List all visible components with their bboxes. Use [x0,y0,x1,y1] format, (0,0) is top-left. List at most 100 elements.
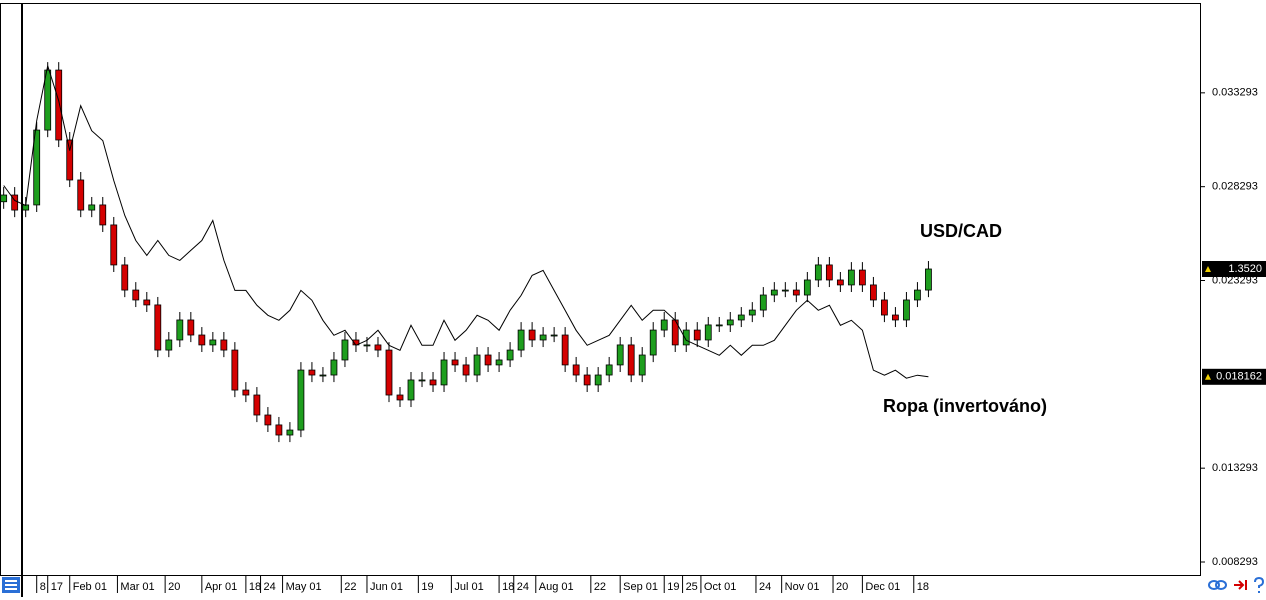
candle-body [925,268,932,291]
price-marker-label: 0.018162 [1216,371,1262,383]
x-tick-label: Jun 01 [370,581,403,593]
candle-body [407,379,415,401]
candle-body [737,314,745,321]
candle-body [726,319,734,326]
candle-body [704,324,712,341]
candle-body [627,344,635,376]
candle-body [88,204,96,211]
candle-body [781,289,789,292]
candle-body [330,359,338,376]
candle-body [77,179,85,211]
y-tick-label: 0.023293 [1212,274,1258,286]
icon-line [5,580,17,582]
candle-body [198,334,206,346]
icon-line [5,584,17,586]
candle-body [176,319,184,341]
candle-body [11,194,19,211]
x-tick-label: Sep 01 [623,581,658,593]
candle-body [462,364,470,376]
x-tick-label: May 01 [286,581,322,593]
x-tick-label: 22 [594,581,606,593]
candle-body [759,294,767,311]
candle-body [903,299,910,321]
candle-body [220,339,228,351]
candle-body [363,344,371,347]
candle-body [914,289,921,301]
candle-body [187,319,195,336]
help-icon[interactable] [1254,576,1265,593]
candle-body [748,309,756,316]
candle-body [253,394,261,416]
x-tick-label: Nov 01 [785,581,820,593]
scroll-icon[interactable] [1234,580,1247,590]
candle-body [33,129,41,206]
y-tick-label: 0.008293 [1212,556,1258,568]
candle-body [99,204,107,226]
x-tick-label: 19 [421,581,433,593]
x-tick-label: 20 [836,581,848,593]
candle-body [495,359,503,366]
candle-body [715,324,723,327]
candle-body [319,374,327,377]
candle-body [451,359,459,366]
x-tick-label: 24 [264,581,276,593]
candle-body [616,344,624,366]
price-marker-arrow [1205,373,1211,380]
candle-body [660,319,668,331]
x-tick-label: Jul 01 [454,581,483,593]
candle-body [506,349,514,361]
candle-body [792,289,800,296]
candle-body [847,269,855,286]
candle-body [418,379,426,382]
candle-body [561,334,569,366]
candle-body [44,69,52,131]
candle-body [473,354,481,376]
x-tick-label: 24 [517,581,529,593]
toolbar-icons[interactable] [1208,576,1265,593]
candle-body [594,374,602,386]
candle-body [881,299,888,316]
x-tick-label: 20 [168,581,180,593]
x-tick-label: 19 [667,581,679,593]
candle-body [429,379,437,386]
x-tick-label: 17 [51,581,63,593]
candle-body [132,289,140,301]
x-tick-label: 18 [502,581,514,593]
x-tick-label: 8 [40,581,46,593]
candle-body [770,289,778,296]
menu-icon[interactable] [2,577,20,593]
candle-body [231,349,239,391]
plot [0,62,932,443]
candle-body [869,284,877,301]
link-icon [1215,580,1227,590]
candle-body [539,334,547,341]
icon-line [5,588,17,590]
x-tick-label: 24 [759,581,771,593]
candle-body [297,369,305,431]
x-tick-label: Mar 01 [120,581,154,593]
y-tick-label: 0.013293 [1212,462,1258,474]
candle-body [396,394,404,401]
candle-body [110,224,118,266]
candle-body [892,314,899,321]
line [3,65,929,379]
candle-body [143,299,151,306]
candle-body [528,329,536,341]
series-label: USD/CAD [920,221,1002,241]
candle-body [638,354,646,376]
x-tick-label: 18 [249,581,261,593]
x-tick-label: Oct 01 [704,581,736,593]
x-tick-label: Feb 01 [73,581,107,593]
candle-body [264,414,272,426]
candle-body [693,329,701,341]
link-icon[interactable] [1208,580,1220,590]
candle-body [814,264,822,281]
candle-body [308,369,316,376]
price-marker [1202,261,1266,278]
price-marker-label: 1.3520 [1228,263,1262,275]
x-tick-label: Dec 01 [865,581,900,593]
candle-body [0,194,8,203]
candle-body [154,304,162,351]
